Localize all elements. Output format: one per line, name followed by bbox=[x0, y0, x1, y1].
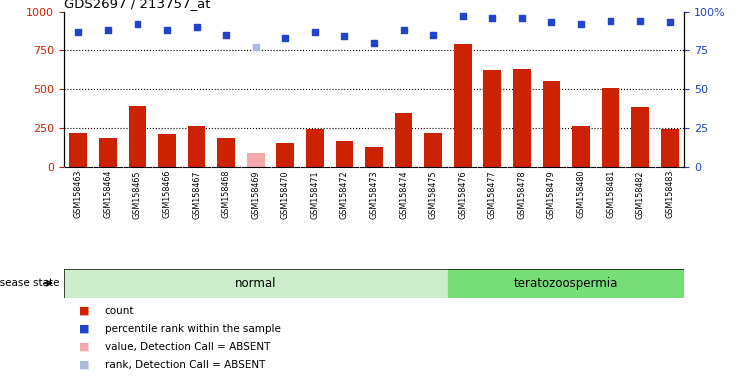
Text: rank, Detection Call = ABSENT: rank, Detection Call = ABSENT bbox=[105, 360, 265, 370]
Bar bbox=[277, 143, 294, 167]
Text: GSM158475: GSM158475 bbox=[429, 170, 438, 219]
Bar bbox=[70, 133, 88, 167]
Point bbox=[220, 32, 232, 38]
Text: GSM158467: GSM158467 bbox=[192, 170, 201, 218]
Point bbox=[279, 35, 291, 41]
Point bbox=[102, 27, 114, 33]
Bar bbox=[306, 129, 324, 167]
Text: normal: normal bbox=[235, 277, 277, 290]
Bar bbox=[631, 107, 649, 167]
Point bbox=[250, 44, 262, 50]
Point bbox=[516, 15, 528, 21]
Point bbox=[486, 15, 498, 21]
Text: ■: ■ bbox=[79, 306, 89, 316]
Text: ■: ■ bbox=[79, 324, 89, 334]
Point bbox=[663, 19, 675, 25]
Bar bbox=[660, 129, 678, 167]
Text: ■: ■ bbox=[79, 342, 89, 352]
Point bbox=[191, 24, 203, 30]
Bar bbox=[99, 138, 117, 167]
Bar bbox=[483, 70, 501, 167]
Text: ■: ■ bbox=[79, 360, 89, 370]
Bar bbox=[129, 106, 147, 167]
Bar bbox=[572, 126, 590, 167]
Text: GSM158465: GSM158465 bbox=[133, 170, 142, 218]
Bar bbox=[188, 126, 206, 167]
Point bbox=[338, 33, 350, 40]
Bar bbox=[158, 134, 176, 167]
Text: GSM158463: GSM158463 bbox=[74, 170, 83, 218]
Point bbox=[309, 29, 321, 35]
Point bbox=[368, 40, 380, 46]
Point bbox=[132, 21, 144, 27]
Bar bbox=[601, 88, 619, 167]
Point bbox=[161, 27, 173, 33]
Point bbox=[73, 29, 85, 35]
Bar bbox=[395, 113, 412, 167]
Bar bbox=[513, 69, 530, 167]
Point bbox=[634, 18, 646, 24]
Bar bbox=[247, 153, 265, 167]
Bar bbox=[424, 133, 442, 167]
Bar bbox=[218, 138, 235, 167]
Text: GSM158469: GSM158469 bbox=[251, 170, 260, 218]
Point bbox=[545, 19, 557, 25]
Text: GSM158483: GSM158483 bbox=[665, 170, 674, 218]
Point bbox=[575, 21, 587, 27]
Bar bbox=[365, 147, 383, 167]
Text: GSM158466: GSM158466 bbox=[162, 170, 171, 218]
Bar bbox=[454, 44, 471, 167]
Point bbox=[457, 13, 469, 19]
Text: value, Detection Call = ABSENT: value, Detection Call = ABSENT bbox=[105, 342, 270, 352]
Point bbox=[604, 18, 616, 24]
Text: GSM158479: GSM158479 bbox=[547, 170, 556, 219]
Text: GSM158464: GSM158464 bbox=[103, 170, 112, 218]
Text: GSM158468: GSM158468 bbox=[221, 170, 230, 218]
Bar bbox=[336, 141, 353, 167]
Text: disease state: disease state bbox=[0, 278, 60, 288]
Point bbox=[427, 32, 439, 38]
Text: count: count bbox=[105, 306, 134, 316]
Point bbox=[398, 27, 410, 33]
Bar bbox=[64, 269, 448, 298]
Text: GSM158476: GSM158476 bbox=[459, 170, 468, 218]
Bar bbox=[542, 81, 560, 167]
Text: GSM158480: GSM158480 bbox=[577, 170, 586, 218]
Text: GSM158482: GSM158482 bbox=[636, 170, 645, 218]
Text: GSM158474: GSM158474 bbox=[399, 170, 408, 218]
Text: GSM158472: GSM158472 bbox=[340, 170, 349, 219]
Text: teratozoospermia: teratozoospermia bbox=[514, 277, 619, 290]
Text: GDS2697 / 213757_at: GDS2697 / 213757_at bbox=[64, 0, 210, 10]
Text: GSM158481: GSM158481 bbox=[606, 170, 615, 218]
Bar bbox=[448, 269, 684, 298]
Text: GSM158471: GSM158471 bbox=[310, 170, 319, 218]
Text: GSM158477: GSM158477 bbox=[488, 170, 497, 219]
Text: GSM158470: GSM158470 bbox=[280, 170, 289, 218]
Text: percentile rank within the sample: percentile rank within the sample bbox=[105, 324, 280, 334]
Text: GSM158473: GSM158473 bbox=[370, 170, 378, 218]
Text: GSM158478: GSM158478 bbox=[518, 170, 527, 218]
